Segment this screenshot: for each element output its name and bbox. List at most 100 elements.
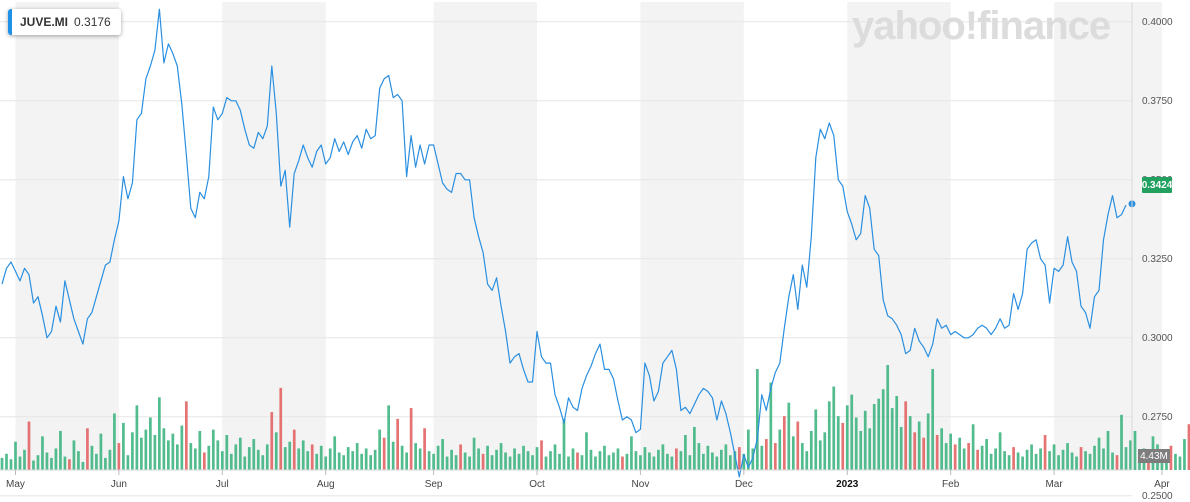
volume-bar	[481, 453, 485, 470]
volume-bar	[328, 448, 332, 470]
y-tick-label: 0.3250	[1142, 254, 1173, 265]
volume-bar	[688, 455, 692, 470]
volume-bar	[158, 397, 161, 470]
volume-bar	[513, 448, 516, 470]
volume-bar	[544, 456, 548, 470]
volume-bar	[234, 444, 238, 470]
volume-bar	[378, 429, 382, 470]
y-tick-label: 0.2500	[1142, 491, 1173, 502]
volume-bar	[895, 395, 899, 470]
volume-bar	[836, 416, 840, 470]
volume-bar	[580, 455, 584, 470]
volume-bar	[791, 436, 795, 470]
volume-bar	[809, 430, 813, 470]
volume-bar	[477, 448, 480, 470]
volume-bar	[877, 398, 881, 470]
volume-bar	[288, 441, 292, 470]
volume-bar	[274, 432, 278, 470]
volume-bar	[184, 401, 188, 470]
volume-bar	[926, 413, 930, 470]
volume-bar	[549, 451, 552, 470]
volume-bar	[144, 429, 148, 470]
volume-bar	[621, 456, 624, 470]
volume-bar	[216, 440, 220, 470]
volume-bar	[14, 441, 17, 470]
volume-bar	[850, 394, 854, 470]
x-axis: May Jun Jul Aug Sep Oct Nov Dec 2023 Feb Mar Apr	[0, 469, 1170, 490]
volume-bar	[1003, 451, 1006, 470]
volume-bar	[27, 421, 31, 470]
volume-bar	[540, 440, 543, 470]
volume-bar	[45, 452, 49, 470]
volume-bar	[140, 437, 143, 470]
volume-bar	[324, 456, 328, 470]
volume-bar	[746, 429, 750, 470]
volume-bar	[589, 449, 593, 470]
volume-bar	[238, 437, 242, 470]
month-band	[222, 2, 326, 470]
volume-bar	[122, 422, 125, 470]
volume-bar	[360, 453, 364, 470]
volume-bar	[558, 453, 561, 470]
volume-bar	[9, 459, 13, 470]
volume-bar	[917, 421, 921, 470]
volume-bar	[459, 444, 462, 470]
volume-bar	[702, 453, 705, 470]
volume-bar	[441, 439, 444, 470]
volume-bar	[944, 443, 948, 470]
volume-bar	[369, 455, 373, 470]
volume-bar	[346, 447, 350, 470]
volume-bar	[562, 418, 566, 470]
volume-bar	[958, 437, 962, 470]
volume-bar	[310, 444, 314, 470]
ticker-accent	[8, 9, 12, 35]
volume-bar	[1102, 448, 1105, 470]
volume-bar	[693, 426, 696, 470]
volume-bar	[913, 432, 917, 470]
volume-bar	[108, 449, 112, 470]
volume-bar	[625, 453, 629, 470]
volume-bar	[899, 426, 903, 470]
volume-bar	[1129, 440, 1132, 470]
volume-bar	[504, 452, 507, 470]
volume-bar	[711, 452, 714, 470]
volume-bar	[598, 451, 602, 470]
volume-bar	[720, 449, 723, 470]
volume-bar	[351, 451, 355, 470]
volume-bar	[675, 448, 678, 470]
volume-bar	[135, 405, 139, 470]
volume-bar	[769, 382, 773, 470]
volume-bar	[607, 455, 611, 470]
volume-bar	[90, 445, 94, 470]
x-tick-label: Dec	[735, 479, 753, 490]
volume-bar	[396, 418, 400, 470]
volume-bar	[1183, 439, 1186, 470]
volume-bar	[1120, 414, 1123, 470]
volume-bar	[306, 451, 310, 470]
volume-bar	[95, 453, 98, 470]
volume-bar	[953, 444, 957, 470]
volume-bar	[805, 451, 809, 470]
ticker-badge[interactable]: JUVE.MI 0.3176	[8, 9, 121, 35]
volume-bar	[1066, 443, 1069, 470]
volume-bar	[1178, 456, 1182, 470]
volume-bar	[405, 452, 408, 470]
volume-bar	[409, 408, 413, 470]
volume-bar	[1124, 447, 1128, 470]
volume-bar	[1133, 430, 1137, 470]
volume-bar	[576, 452, 579, 470]
volume-bar	[603, 445, 606, 470]
volume-bar	[742, 453, 746, 470]
volume-bar	[962, 448, 966, 470]
volume-bar	[585, 432, 588, 470]
volume-bar	[526, 451, 530, 470]
volume-bar	[976, 449, 979, 470]
volume-bar	[1174, 453, 1177, 470]
volume-bar	[423, 428, 426, 470]
volume-bar	[931, 369, 935, 470]
volume-bar	[553, 444, 557, 470]
volume-bar	[414, 443, 417, 470]
volume-bar	[634, 451, 638, 470]
volume-bar	[666, 453, 669, 470]
volume-bar	[814, 409, 818, 470]
